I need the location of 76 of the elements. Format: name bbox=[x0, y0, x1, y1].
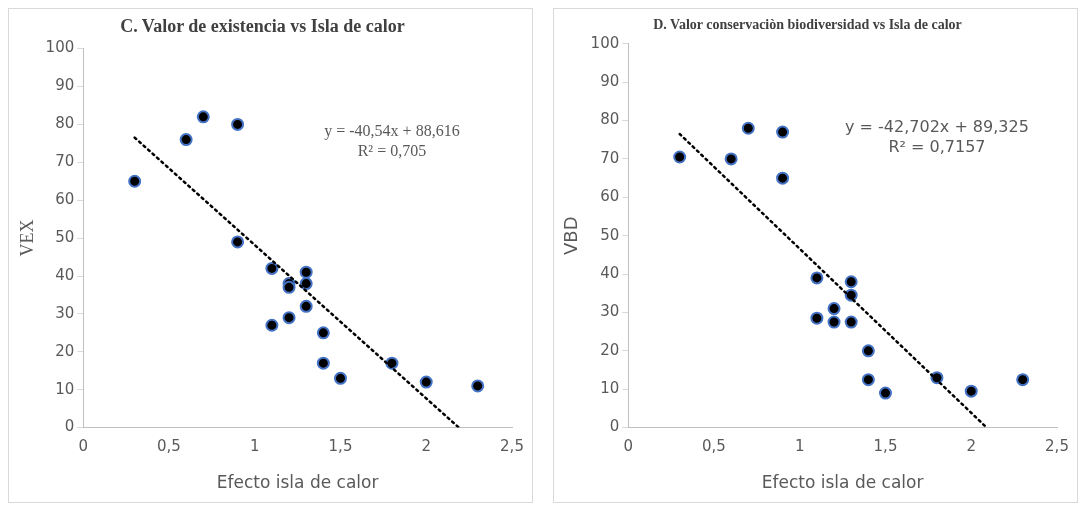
point bbox=[861, 373, 875, 387]
point bbox=[844, 275, 858, 289]
point bbox=[810, 311, 824, 325]
y-tick-label: 40 bbox=[600, 263, 620, 282]
point bbox=[964, 384, 978, 398]
y-axis-title: VBD bbox=[560, 216, 582, 255]
y-tick-label: 100 bbox=[45, 38, 75, 57]
x-tick-label: 0,5 bbox=[157, 437, 181, 456]
point bbox=[776, 171, 790, 185]
point bbox=[231, 117, 245, 131]
y-tick-label: 90 bbox=[600, 72, 620, 91]
point bbox=[333, 371, 347, 385]
x-tick-label: 2 bbox=[966, 437, 977, 456]
y-axis-title: VEX bbox=[16, 219, 37, 257]
annotation: R² = 0,705 bbox=[357, 142, 427, 160]
point bbox=[724, 152, 738, 166]
point bbox=[844, 315, 858, 329]
y-tick-label: 30 bbox=[55, 303, 75, 322]
y-tick-label: 70 bbox=[55, 152, 75, 171]
point bbox=[878, 386, 892, 400]
x-tick-label: 0 bbox=[623, 437, 633, 456]
point bbox=[128, 174, 142, 188]
point bbox=[282, 311, 296, 325]
annotation: R² = 0,7157 bbox=[888, 137, 986, 157]
y-tick-label: 50 bbox=[55, 227, 75, 246]
y-tick-label: 10 bbox=[55, 379, 75, 398]
y-tick-label: 70 bbox=[600, 148, 620, 167]
point bbox=[810, 271, 824, 285]
point bbox=[673, 150, 687, 164]
point bbox=[299, 265, 313, 279]
chart-title: C. Valor de existencia vs Isla de calor bbox=[120, 16, 405, 37]
point bbox=[265, 261, 279, 275]
y-tick-label: 80 bbox=[600, 110, 620, 129]
point bbox=[231, 235, 245, 249]
point bbox=[776, 125, 790, 139]
x-tick-label: 1,5 bbox=[328, 437, 353, 456]
y-tick-label: 20 bbox=[55, 341, 75, 360]
y-tick-label: 60 bbox=[55, 190, 75, 209]
x-tick-label: 2 bbox=[421, 437, 432, 456]
x-tick-label: 0,5 bbox=[702, 437, 726, 456]
y-tick-label: 90 bbox=[55, 76, 75, 95]
point bbox=[265, 318, 279, 332]
point bbox=[861, 344, 875, 358]
x-tick-label: 2,5 bbox=[1045, 437, 1069, 456]
point bbox=[179, 133, 193, 147]
point bbox=[471, 379, 485, 393]
chart-title: D. Valor conservaciòn biodiversidad vs Isla de calor bbox=[653, 17, 962, 33]
point bbox=[316, 356, 330, 370]
annotation: y = -42,702x + 89,325 bbox=[845, 117, 1029, 137]
point bbox=[419, 375, 433, 389]
y-tick-label: 40 bbox=[55, 265, 75, 284]
x-tick-label: 2,5 bbox=[500, 437, 524, 456]
x-tick-label: 0 bbox=[78, 437, 88, 456]
point bbox=[196, 110, 210, 124]
annotation: y = -40,54x + 88,616 bbox=[324, 122, 460, 141]
y-tick-label: 100 bbox=[590, 33, 620, 52]
y-tick-label: 50 bbox=[600, 225, 620, 244]
x-tick-label: 1 bbox=[794, 437, 805, 456]
x-tick-label: 1,5 bbox=[873, 437, 898, 456]
y-tick-label: 30 bbox=[600, 302, 620, 321]
x-axis-title: Efecto isla de calor bbox=[216, 472, 379, 493]
point bbox=[299, 299, 313, 313]
point bbox=[299, 277, 313, 291]
y-tick-label: 60 bbox=[600, 187, 620, 206]
y-tick-label: 10 bbox=[600, 379, 620, 398]
point bbox=[827, 315, 841, 329]
y-tick-label: 0 bbox=[609, 417, 620, 436]
y-tick-label: 80 bbox=[55, 114, 75, 133]
point bbox=[827, 302, 841, 316]
x-axis-title: Efecto isla de calor bbox=[761, 472, 924, 493]
y-tick-label: 20 bbox=[600, 340, 620, 359]
x-tick-label: 1 bbox=[249, 437, 260, 456]
point bbox=[316, 326, 330, 340]
point bbox=[1016, 373, 1030, 387]
y-tick-label: 0 bbox=[64, 417, 75, 436]
point bbox=[741, 121, 755, 135]
